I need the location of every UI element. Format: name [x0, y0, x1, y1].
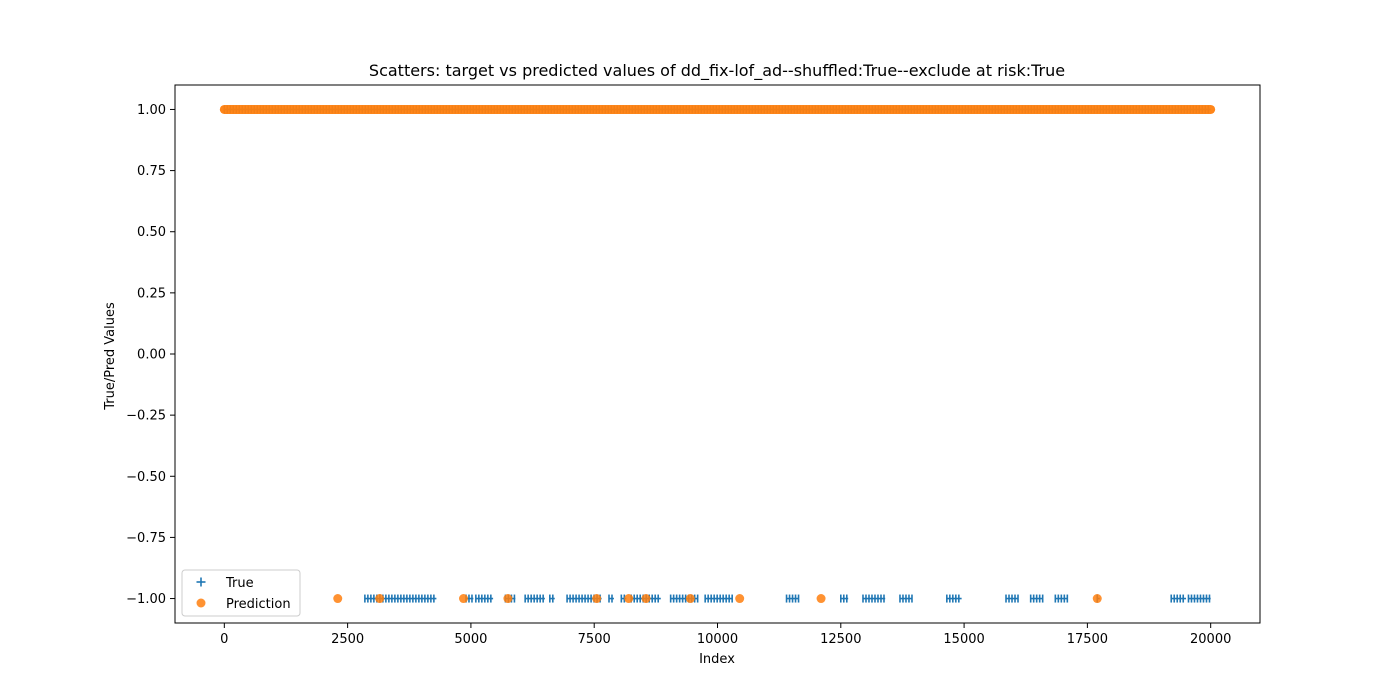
y-tick-label: −0.25 — [126, 409, 166, 424]
prediction-point — [333, 594, 343, 604]
y-tick-label: −0.50 — [126, 470, 166, 485]
true-point-run — [1029, 594, 1044, 603]
y-tick-label: 1.00 — [137, 103, 166, 118]
x-axis: 0 2500 5000 7500 10000 12500 15000 17500 20000 — [220, 623, 1231, 647]
prediction-point — [641, 594, 651, 604]
prediction-point — [592, 594, 602, 604]
x-tick-label: 5000 — [454, 632, 487, 647]
series-true — [223, 105, 1211, 603]
y-tick-label: 0.00 — [137, 348, 166, 363]
true-point-run — [549, 594, 555, 603]
true-point-run — [475, 594, 494, 603]
x-tick-label: 7500 — [578, 632, 611, 647]
true-point-run — [839, 594, 849, 603]
prediction-point — [685, 594, 695, 604]
true-point-run — [946, 594, 962, 603]
true-point-run — [608, 594, 614, 603]
prediction-point — [375, 594, 385, 604]
y-tick-label: 0.50 — [137, 225, 166, 240]
plot-area — [219, 104, 1216, 604]
true-point-run — [1005, 594, 1019, 603]
y-tick-label: −1.00 — [126, 592, 166, 607]
prediction-point — [735, 594, 745, 604]
legend: True Prediction — [181, 569, 301, 617]
prediction-point — [1092, 594, 1102, 604]
legend-label-true: True — [225, 576, 254, 591]
x-tick-label: 20000 — [1190, 632, 1231, 647]
legend-frame — [181, 569, 301, 617]
prediction-point — [459, 594, 469, 604]
y-axis-label: True/Pred Values — [103, 302, 118, 411]
x-tick-label: 17500 — [1067, 632, 1108, 647]
legend-marker-true — [196, 577, 206, 587]
x-tick-label: 0 — [220, 632, 228, 647]
legend-label-prediction: Prediction — [226, 597, 291, 612]
y-tick-label: 0.25 — [137, 286, 166, 301]
chart-title: Scatters: target vs predicted values of … — [369, 61, 1065, 81]
x-tick-label: 2500 — [331, 632, 364, 647]
x-tick-label: 12500 — [820, 632, 861, 647]
y-axis: 1.00 0.75 0.50 0.25 0.00 −0.25 −0.50 −0.75 −1.00 — [126, 103, 175, 607]
true-point-run — [1170, 594, 1187, 603]
x-tick-label: 15000 — [943, 632, 984, 647]
x-axis-label: Index — [699, 652, 735, 667]
prediction-point — [503, 594, 513, 604]
true-point-run — [704, 594, 733, 603]
true-point-run — [524, 594, 545, 603]
true-point-run — [899, 594, 913, 603]
true-point-run — [862, 594, 886, 603]
true-point-run — [1187, 594, 1211, 603]
y-tick-label: −0.75 — [126, 531, 166, 546]
prediction-point — [624, 594, 634, 604]
y-tick-label: 0.75 — [137, 164, 166, 179]
plot-frame — [174, 84, 1261, 624]
prediction-point — [816, 594, 826, 604]
true-point-run — [785, 594, 800, 603]
legend-marker-prediction — [196, 598, 206, 608]
series-prediction — [219, 104, 1216, 604]
true-point-run — [1054, 594, 1069, 603]
x-tick-label: 10000 — [697, 632, 738, 647]
